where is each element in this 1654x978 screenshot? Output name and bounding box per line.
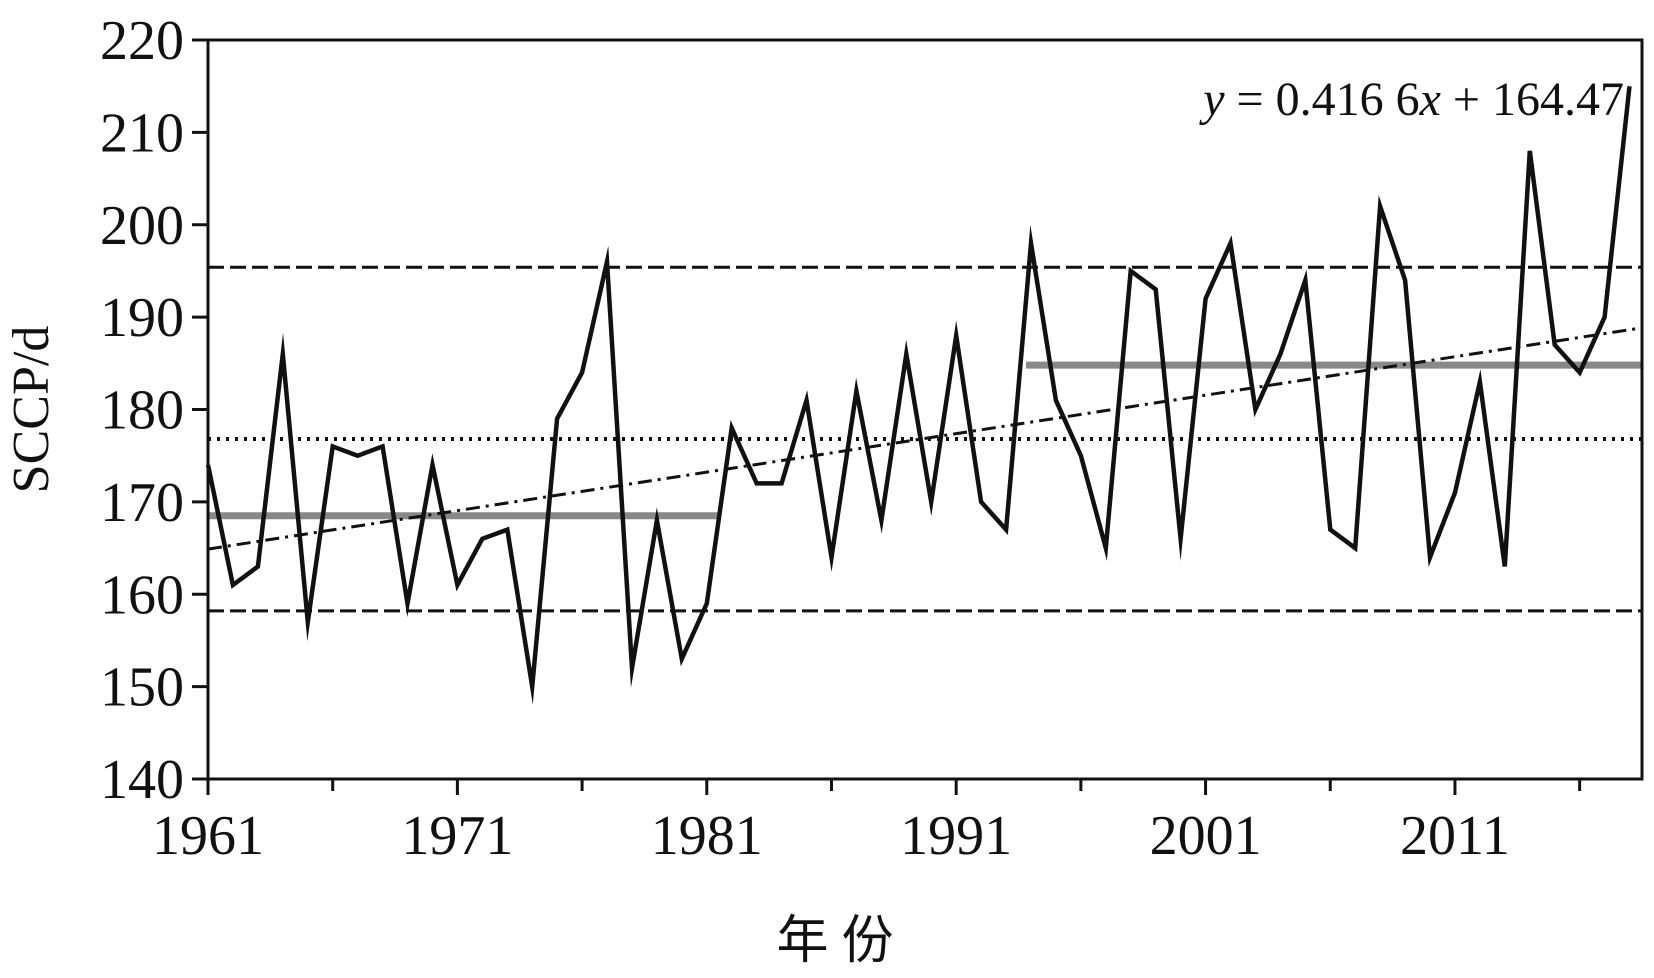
regression-equation: y = 0.416 6x + 164.47 (1198, 73, 1624, 126)
trend-line (207, 326, 1643, 551)
series-line (205, 85, 1632, 705)
equation-x: x (1419, 73, 1441, 126)
y-tick-label: 140 (100, 749, 184, 811)
y-tick-label: 160 (100, 564, 184, 626)
equation-y: y (1198, 73, 1225, 126)
y-tick-label: 210 (100, 102, 184, 164)
y-tick-label: 200 (100, 195, 184, 257)
y-tick-label: 180 (100, 380, 184, 442)
y-tick-label: 190 (100, 287, 184, 349)
x-tick-label: 2001 (1150, 805, 1262, 867)
x-axis: 1961 1971 1981 1991 2001 2011 (152, 779, 1582, 867)
x-tick-label: 1981 (651, 805, 763, 867)
x-tick-label: 1961 (152, 805, 264, 867)
y-tick-label: 170 (100, 472, 184, 534)
y-tick-label: 150 (100, 657, 184, 719)
plot-frame (206, 38, 1644, 781)
y-tick-label: 220 (100, 10, 184, 72)
equation-intercept: + 164.47 (1441, 73, 1624, 126)
x-tick-label: 1971 (401, 805, 513, 867)
y-axis-title: SCCP/d (3, 326, 60, 494)
y-axis: 140 150 160 170 180 190 200 210 220 (100, 10, 208, 811)
x-tick-label: 1991 (900, 805, 1012, 867)
x-tick-label: 2011 (1400, 805, 1510, 867)
series-layer (205, 85, 1643, 705)
x-axis-title: 年 份 (776, 913, 893, 970)
equation-coef: = 0.416 6 (1225, 73, 1420, 126)
